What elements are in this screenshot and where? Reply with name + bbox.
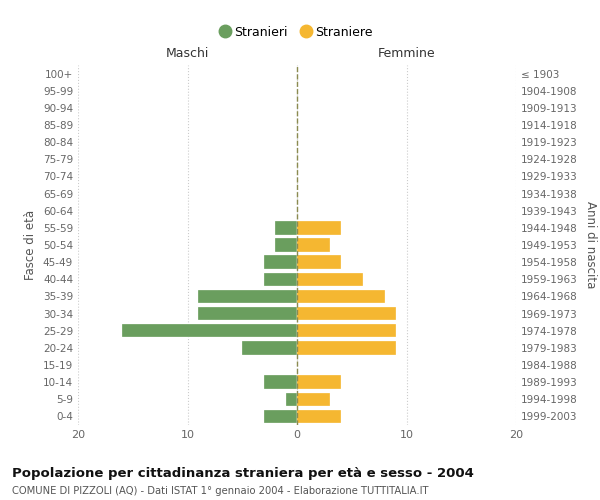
Y-axis label: Anni di nascita: Anni di nascita — [584, 202, 597, 288]
Bar — [242, 341, 297, 354]
Bar — [199, 290, 297, 303]
Text: Popolazione per cittadinanza straniera per età e sesso - 2004: Popolazione per cittadinanza straniera p… — [12, 468, 474, 480]
Bar — [199, 307, 297, 320]
Text: COMUNE DI PIZZOLI (AQ) - Dati ISTAT 1° gennaio 2004 - Elaborazione TUTTITALIA.IT: COMUNE DI PIZZOLI (AQ) - Dati ISTAT 1° g… — [12, 486, 428, 496]
Bar — [297, 392, 330, 406]
Bar — [264, 256, 297, 269]
Bar — [264, 410, 297, 423]
Bar — [297, 272, 362, 286]
Bar — [122, 324, 297, 338]
Bar — [297, 307, 395, 320]
Bar — [297, 221, 341, 234]
Bar — [297, 290, 385, 303]
Bar — [297, 256, 341, 269]
Legend: Stranieri, Straniere: Stranieri, Straniere — [217, 21, 377, 44]
Bar — [264, 376, 297, 389]
Bar — [275, 221, 297, 234]
Y-axis label: Fasce di età: Fasce di età — [25, 210, 37, 280]
Bar — [297, 410, 341, 423]
Bar — [297, 341, 395, 354]
Bar — [297, 324, 395, 338]
Bar — [275, 238, 297, 252]
Bar — [297, 376, 341, 389]
Bar — [264, 272, 297, 286]
Bar — [286, 392, 297, 406]
Bar — [297, 238, 330, 252]
